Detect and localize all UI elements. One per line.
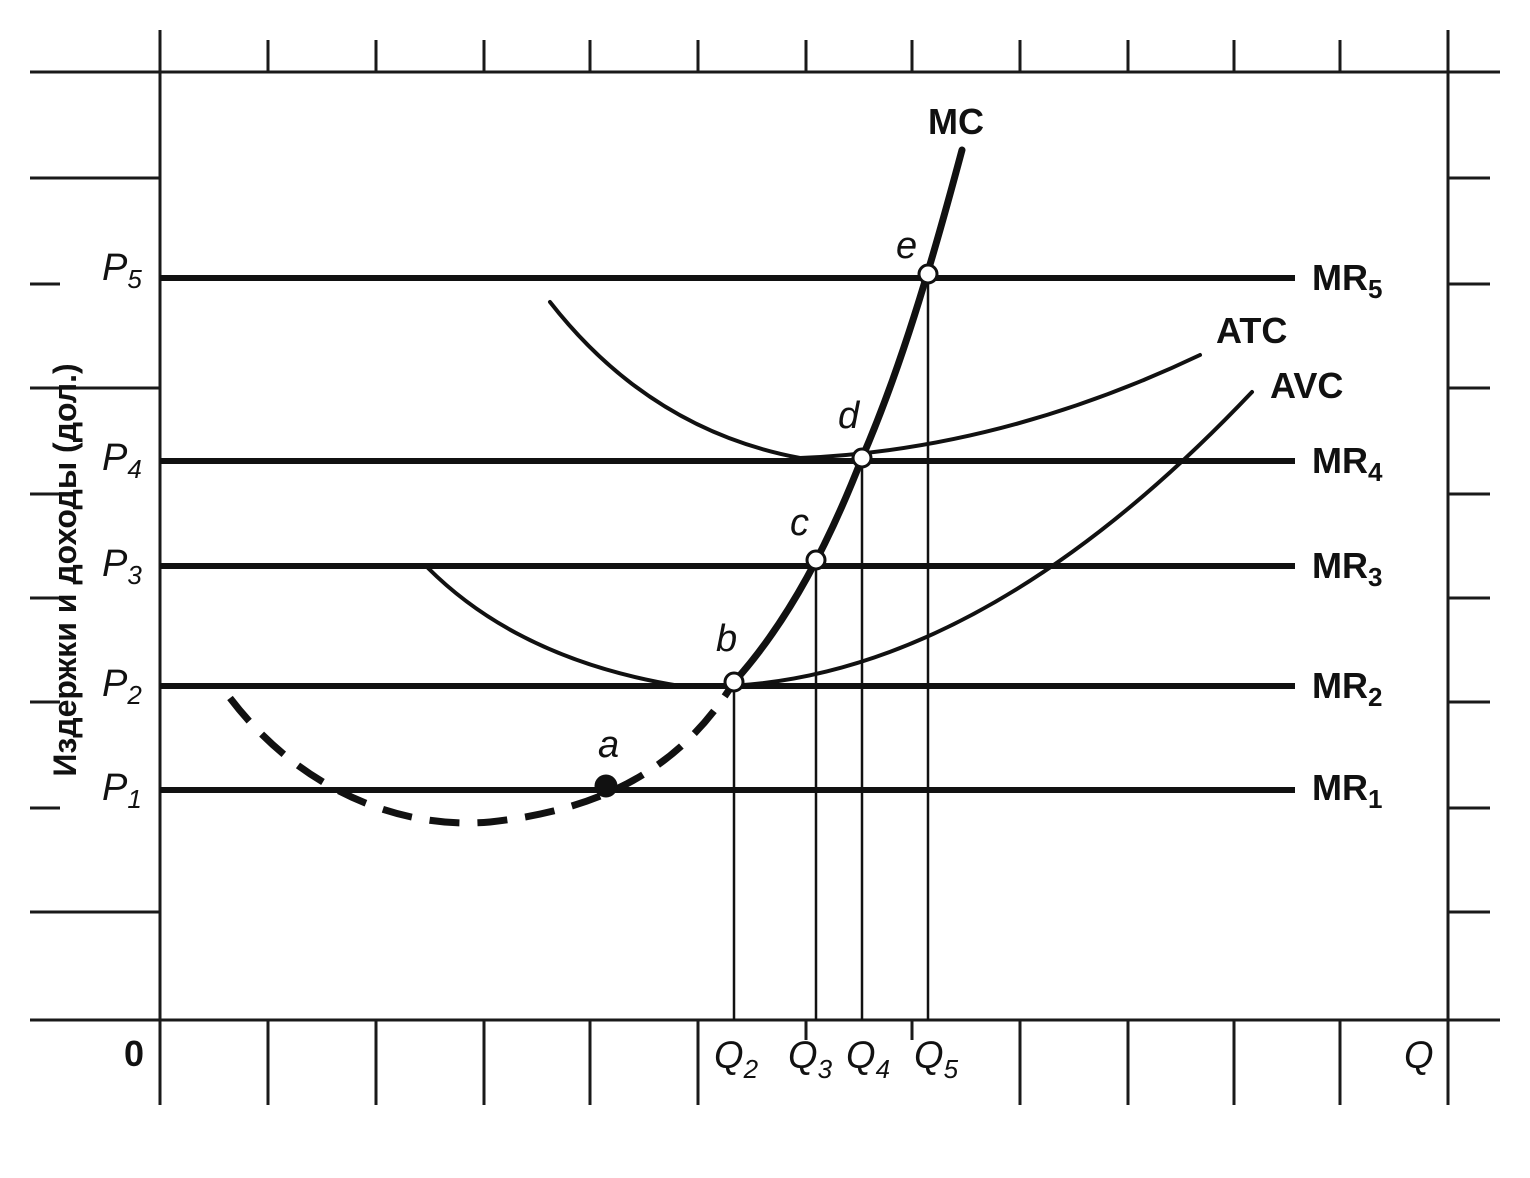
mr-label-1: MR1	[1312, 767, 1382, 814]
plot-border	[158, 70, 1450, 1022]
origin-label: 0	[124, 1033, 144, 1074]
quantity-label-q3: Q3	[788, 1035, 833, 1084]
point-d-marker	[851, 447, 873, 469]
quantity-label-q2: Q2	[714, 1035, 759, 1084]
mc-label: MC	[928, 101, 984, 142]
mr-label-4: MR4	[1312, 440, 1383, 487]
avc-curve	[426, 390, 1254, 689]
point-a-label: a	[598, 724, 619, 766]
price-label-p2: P2	[102, 663, 142, 710]
point-d-label: d	[838, 395, 861, 437]
y-axis-label: Издержки и доходы (дол.)	[47, 363, 83, 776]
avc-label: AVC	[1270, 365, 1343, 406]
mr-label-5: MR5	[1312, 257, 1382, 304]
revenue-lines	[160, 275, 1295, 793]
point-b-marker	[723, 671, 745, 693]
price-label-p5: P5	[102, 247, 142, 294]
price-label-p1: P1	[102, 767, 142, 814]
grid-frame	[30, 30, 1500, 1105]
point-a-marker	[594, 774, 618, 798]
point-e-label: e	[896, 225, 917, 267]
price-label-p4: P4	[102, 437, 142, 484]
mr-label-3: MR3	[1312, 545, 1382, 592]
price-label-p3: P3	[102, 543, 142, 590]
atc-label: ATC	[1216, 310, 1287, 351]
mc-curve-dashed	[227, 680, 737, 827]
point-e-marker	[917, 263, 939, 285]
point-c-label: c	[790, 502, 809, 544]
x-axis-label: Q	[1404, 1035, 1434, 1077]
tick-marks	[30, 40, 1490, 1105]
point-c-marker	[805, 549, 827, 571]
quantity-label-q4: Q4	[846, 1035, 890, 1084]
atc-curve	[548, 300, 1202, 461]
quantity-label-q5: Q5	[914, 1035, 959, 1084]
mr-label-2: MR2	[1312, 665, 1382, 712]
quantity-drop-lines	[732, 274, 930, 1020]
point-b-label: b	[716, 618, 737, 660]
